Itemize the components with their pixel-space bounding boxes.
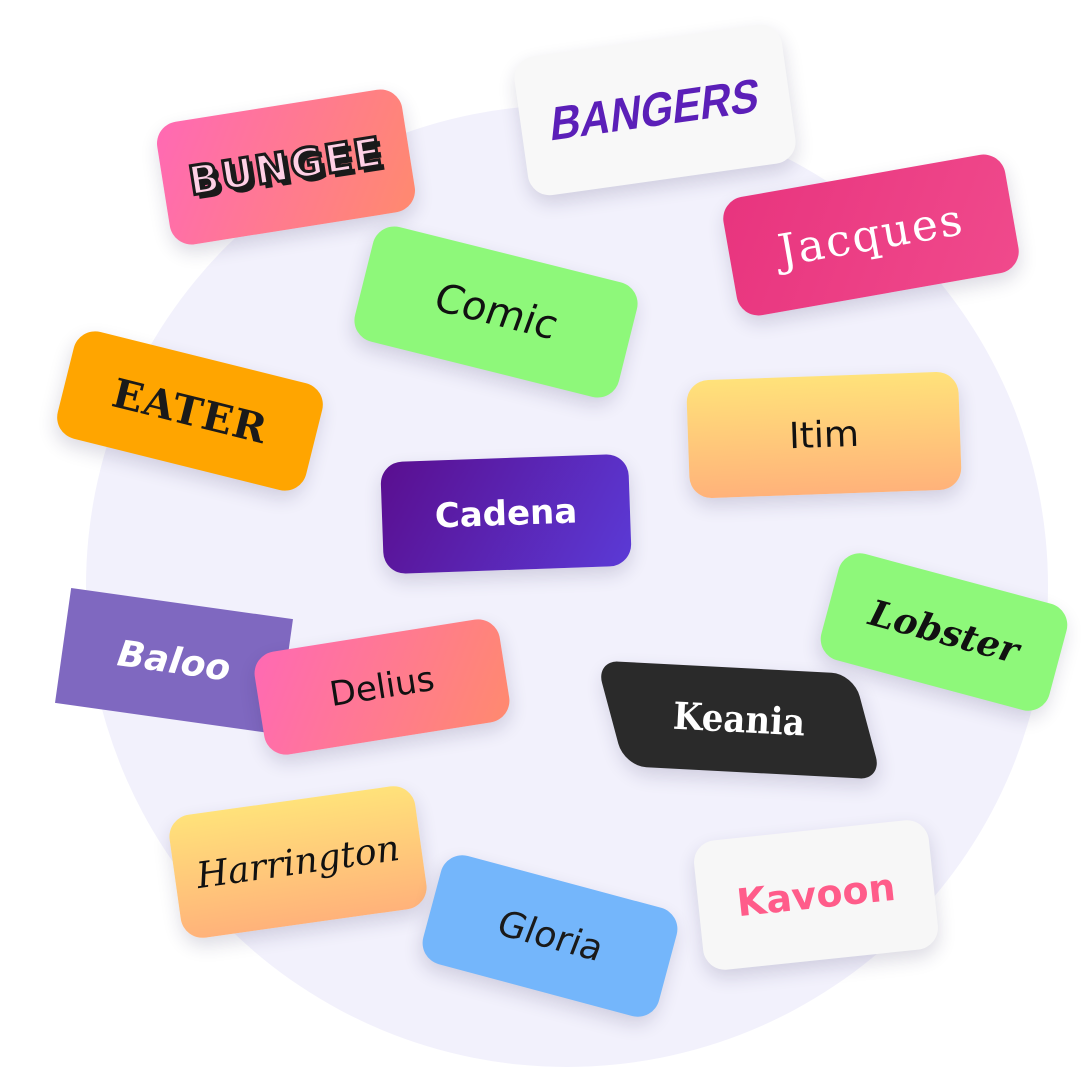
font-tag-label: Itim [788, 413, 860, 457]
font-tag-label: Jacques [774, 193, 968, 277]
font-tag-label: BUNGEE [184, 127, 388, 206]
font-tag-label: Keania [671, 694, 807, 746]
font-tag-label: Baloo [114, 632, 234, 690]
font-tag-keania[interactable]: Keania [596, 660, 882, 780]
font-tag-label: Harrington [193, 827, 403, 897]
font-tag-label: Kavoon [734, 864, 898, 926]
font-tag-label: Delius [326, 659, 438, 715]
font-tag-label: Gloria [491, 902, 609, 970]
font-tag-kavoon[interactable]: Kavoon [691, 818, 941, 972]
font-tag-label: EATER [107, 369, 273, 453]
font-tag-label: BANGERS [548, 67, 762, 152]
font-tag-label: Cadena [434, 491, 578, 537]
font-tag-cadena[interactable]: Cadena [380, 453, 632, 575]
font-tag-label: Comic [427, 275, 565, 349]
font-tag-itim[interactable]: Itim [686, 371, 962, 499]
font-tag-label: Lobster [864, 591, 1024, 673]
